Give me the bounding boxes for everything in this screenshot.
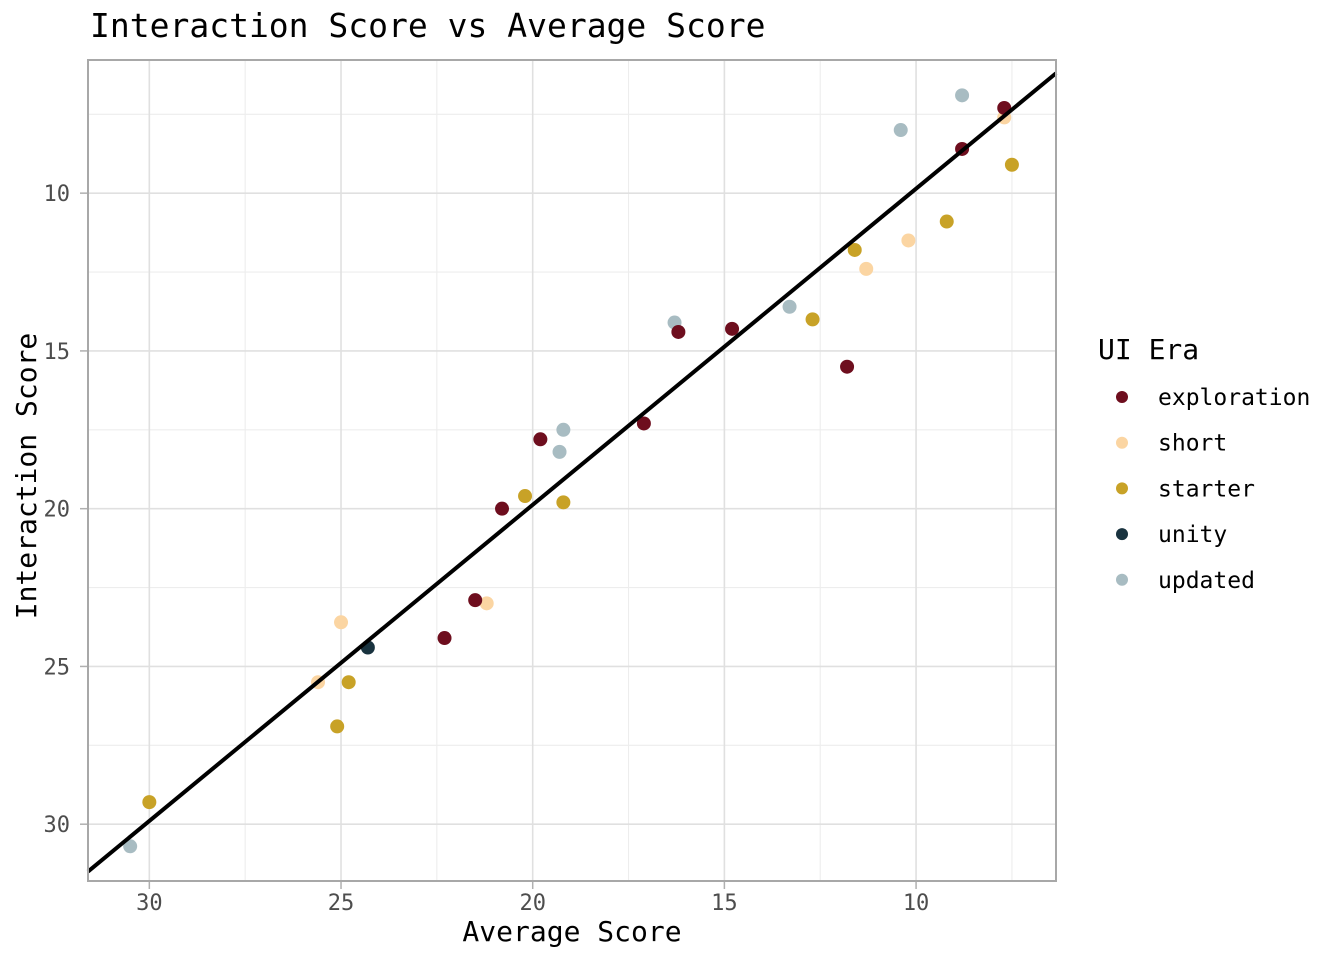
data-point-exploration <box>468 593 483 608</box>
data-point-updated <box>955 88 970 103</box>
data-point-short <box>859 261 874 276</box>
axis-tick-labels: 30 25 20 15 10 10 15 20 25 30 <box>44 182 930 916</box>
data-point-starter <box>341 675 356 690</box>
legend-swatch-exploration <box>1116 391 1128 403</box>
data-point-exploration <box>636 416 651 431</box>
y-axis-title: Interaction Score <box>10 333 43 620</box>
data-point-updated <box>782 299 797 314</box>
data-point-starter <box>330 719 345 734</box>
legend-item-label-short: short <box>1158 431 1227 457</box>
y-tick-label: 15 <box>44 340 71 365</box>
data-point-updated <box>123 839 138 854</box>
legend-swatch-starter <box>1116 482 1128 495</box>
minor-gridlines <box>88 60 1056 881</box>
data-point-starter <box>847 242 862 257</box>
data-point-exploration <box>840 359 855 374</box>
axis-ticks <box>80 192 917 889</box>
data-point-starter <box>556 495 571 510</box>
legend-item-label-updated: updated <box>1158 568 1255 594</box>
x-tick-label: 30 <box>136 891 163 916</box>
data-point-starter <box>518 489 533 504</box>
legend-swatch-unity <box>1116 528 1128 541</box>
trend-line-layer <box>86 71 1058 874</box>
panel-border-layer <box>87 59 1057 882</box>
y-tick-label: 10 <box>44 182 71 207</box>
data-point-exploration <box>495 501 510 516</box>
data-point-updated <box>556 422 571 437</box>
legend-item-label-exploration: exploration <box>1158 385 1310 411</box>
data-point-starter <box>1004 157 1019 172</box>
data-point-updated <box>552 444 567 459</box>
data-point-starter <box>939 214 954 229</box>
chart-title: Interaction Score vs Average Score <box>90 6 766 45</box>
panel-border <box>87 59 1057 882</box>
y-tick-label: 30 <box>44 813 71 838</box>
legend-items: exploration short starter unity updated <box>1116 385 1310 594</box>
data-point-exploration <box>671 324 686 339</box>
data-point-exploration <box>725 321 740 336</box>
major-gridlines <box>88 60 1056 881</box>
data-point-short <box>334 615 349 630</box>
y-tick-label: 25 <box>44 655 71 680</box>
data-point-starter <box>142 795 157 810</box>
data-point-exploration <box>437 631 452 646</box>
legend-item-label-unity: unity <box>1158 522 1227 548</box>
x-tick-label: 25 <box>328 891 355 916</box>
data-point-short <box>901 233 916 248</box>
data-point-starter <box>805 312 820 327</box>
data-point-updated <box>893 123 908 138</box>
legend-title: UI Era <box>1098 333 1199 366</box>
x-tick-label: 10 <box>903 891 930 916</box>
trend-line <box>86 71 1058 874</box>
legend-swatch-updated <box>1116 573 1128 586</box>
legend-swatch-short <box>1116 436 1128 449</box>
data-point-short <box>479 596 494 611</box>
legend-item-label-starter: starter <box>1158 476 1255 502</box>
x-tick-label: 15 <box>711 891 738 916</box>
x-axis-title: Average Score <box>462 915 681 948</box>
x-tick-label: 20 <box>519 891 546 916</box>
data-point-exploration <box>533 432 548 447</box>
y-tick-label: 20 <box>44 498 71 523</box>
